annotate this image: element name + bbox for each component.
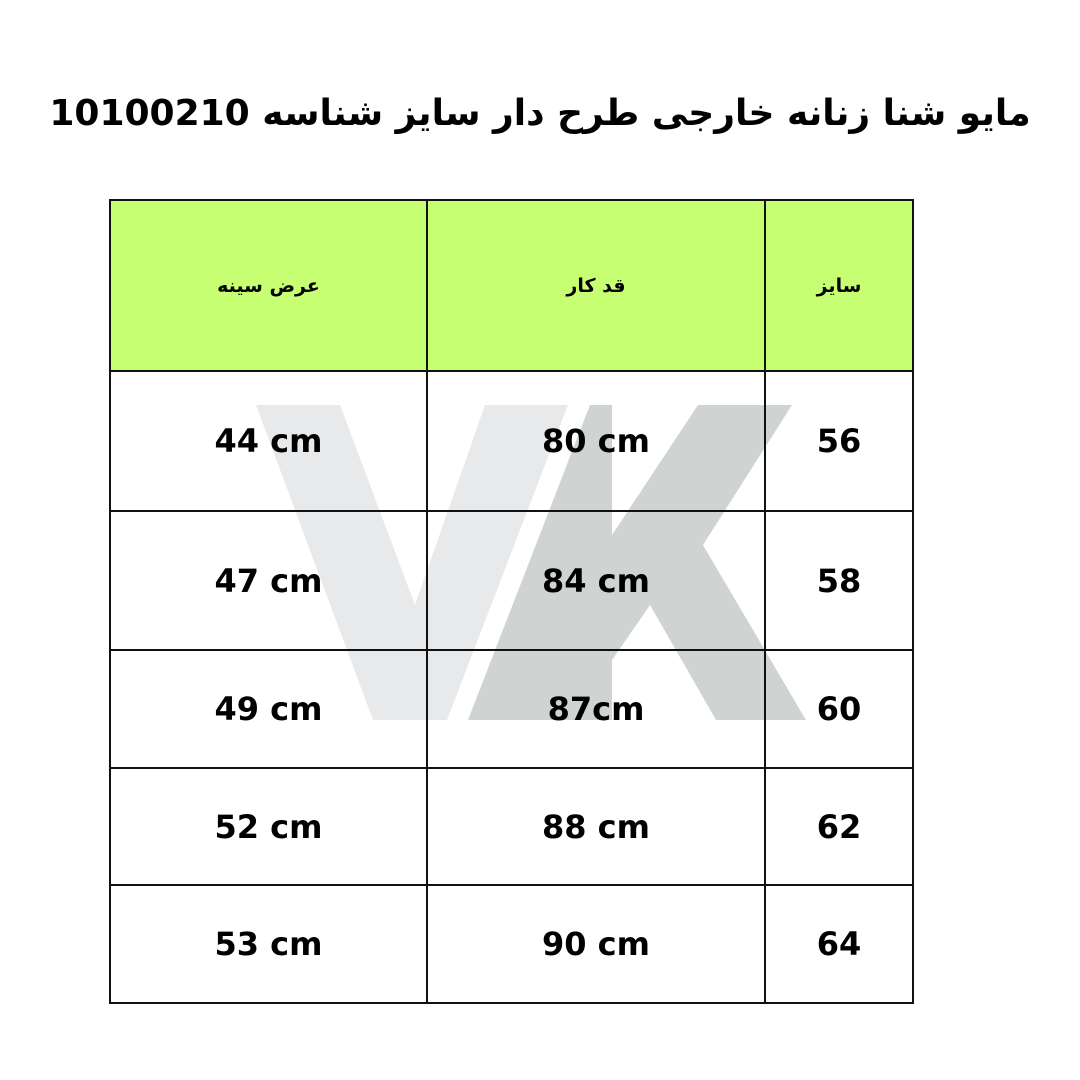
table-row: 49 cm 87cm 60 [109,649,914,769]
length-cell: 87cm [426,649,766,769]
header-chest-width: عرض سینه [109,199,428,372]
chest-width-cell: 44 cm [109,370,428,512]
chest-width-cell: 47 cm [109,510,428,651]
chest-width-cell: 53 cm [109,884,428,1004]
table-row: 47 cm 84 cm 58 [109,510,914,651]
length-cell: 84 cm [426,510,766,651]
page-title: مایو شنا زنانه خارجی طرح دار سایز شناسه … [49,93,1031,134]
chest-width-cell: 52 cm [109,767,428,886]
header-size: سایز [764,199,914,372]
length-cell: 88 cm [426,767,766,886]
size-cell: 64 [764,884,914,1004]
size-cell: 60 [764,649,914,769]
table-row: 53 cm 90 cm 64 [109,884,914,1004]
chest-width-cell: 49 cm [109,649,428,769]
length-cell: 80 cm [426,370,766,512]
size-cell: 58 [764,510,914,651]
table-row: 44 cm 80 cm 56 [109,370,914,512]
table-row: 52 cm 88 cm 62 [109,767,914,886]
size-cell: 62 [764,767,914,886]
header-length: قد کار [426,199,766,372]
size-cell: 56 [764,370,914,512]
size-chart-table: عرض سینه قد کار سایز 44 cm 80 cm 56 47 c… [109,199,914,1004]
header-row: عرض سینه قد کار سایز [109,199,914,372]
length-cell: 90 cm [426,884,766,1004]
